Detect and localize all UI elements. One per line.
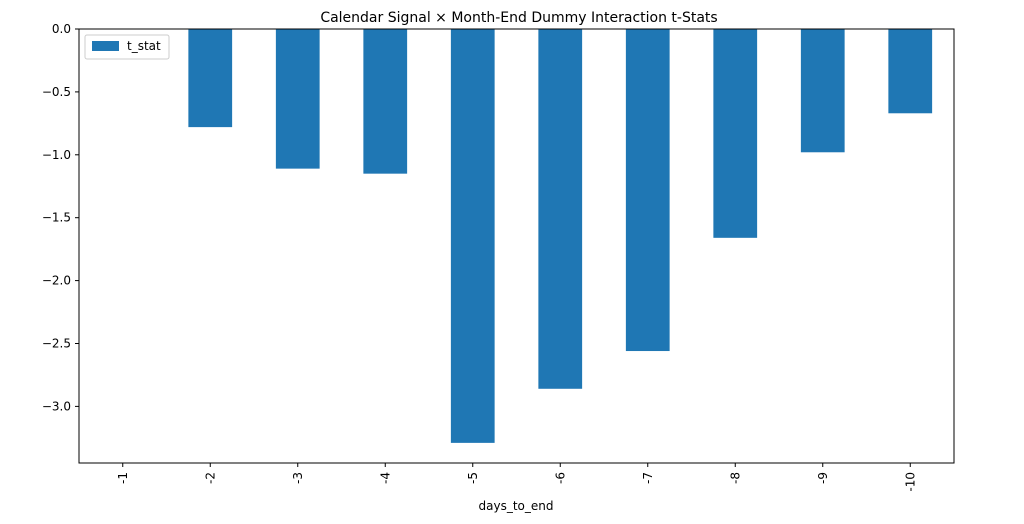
x-tick-label: -6 xyxy=(553,472,567,484)
x-tick-label: -7 xyxy=(641,472,655,484)
bar--6 xyxy=(538,29,583,389)
x-tick-label: -10 xyxy=(903,472,917,492)
x-tick-label: -9 xyxy=(816,472,830,484)
y-tick-label: −3.0 xyxy=(42,399,71,413)
x-tick-label: -1 xyxy=(116,472,130,484)
x-tick-label: -8 xyxy=(728,472,742,484)
bar--10 xyxy=(888,29,933,114)
plot-frame xyxy=(78,28,955,464)
chart-title: Calendar Signal × Month-End Dummy Intera… xyxy=(320,10,717,26)
bar--7 xyxy=(625,29,670,352)
bar--8 xyxy=(713,29,758,238)
x-tick-label: -3 xyxy=(291,472,305,484)
y-tick-label: −2.5 xyxy=(42,336,71,350)
y-tick-label: −2.0 xyxy=(42,274,71,288)
y-tick-label: −1.5 xyxy=(42,211,71,225)
bars-group xyxy=(188,29,933,443)
x-tick-label: -2 xyxy=(203,472,217,484)
bar--4 xyxy=(363,29,408,174)
y-tick-label: 0.0 xyxy=(52,22,71,36)
bar--2 xyxy=(188,29,233,128)
y-tick-label: −0.5 xyxy=(42,85,71,99)
x-tick-label: -4 xyxy=(378,472,392,484)
x-axis-label: days_to_end xyxy=(479,499,554,513)
legend-swatch xyxy=(92,41,119,51)
y-tick-label: −1.0 xyxy=(42,148,71,162)
legend-label: t_stat xyxy=(127,39,161,53)
legend: t_stat xyxy=(84,34,170,60)
bar--9 xyxy=(800,29,845,153)
bar--3 xyxy=(275,29,320,169)
x-axis: -1 -2 -3 -4 -5 -6 -7 -8 -9 -10 xyxy=(116,463,917,492)
y-axis: 0.0 −0.5 −1.0 −1.5 −2.0 −2.5 −3.0 xyxy=(42,22,79,413)
bar--5 xyxy=(450,29,495,443)
x-tick-label: -5 xyxy=(466,472,480,484)
